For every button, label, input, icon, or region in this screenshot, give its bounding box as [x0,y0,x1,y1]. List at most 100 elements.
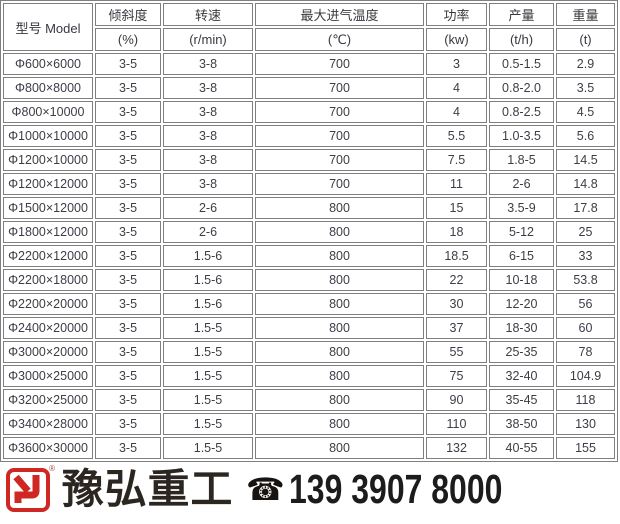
value-cell: 5.5 [426,125,487,147]
value-cell: 2-6 [489,173,554,195]
value-cell: 18.5 [426,245,487,267]
value-cell: 32-40 [489,365,554,387]
value-cell: 1.5-5 [163,389,253,411]
value-cell: 15 [426,197,487,219]
value-cell: 37 [426,317,487,339]
value-cell: 1.8-5 [489,149,554,171]
value-cell: 3-5 [95,293,161,315]
value-cell: 1.5-6 [163,245,253,267]
model-cell: Φ3000×20000 [3,341,93,363]
value-cell: 22 [426,269,487,291]
value-cell: 14.8 [556,173,615,195]
value-cell: 104.9 [556,365,615,387]
value-cell: 25-35 [489,341,554,363]
value-cell: 3-5 [95,221,161,243]
value-cell: 800 [255,389,424,411]
col-header-model: 型号 Model [3,3,93,51]
col-header-power: 功率 [426,3,487,26]
model-cell: Φ1500×12000 [3,197,93,219]
value-cell: 3-8 [163,173,253,195]
value-cell: 3-5 [95,389,161,411]
value-cell: 90 [426,389,487,411]
value-cell: 0.5-1.5 [489,53,554,75]
value-cell: 1.5-6 [163,293,253,315]
table-row: Φ3200×25000 3-5 1.5-5 800 90 35-45 118 [3,389,615,411]
table-row: Φ2400×20000 3-5 1.5-5 800 37 18-30 60 [3,317,615,339]
value-cell: 56 [556,293,615,315]
value-cell: 55 [426,341,487,363]
value-cell: 3-5 [95,173,161,195]
col-header-incline: 倾斜度 [95,3,161,26]
value-cell: 17.8 [556,197,615,219]
table-row: Φ600×6000 3-5 3-8 700 3 0.5-1.5 2.9 [3,53,615,75]
value-cell: 1.5-5 [163,341,253,363]
value-cell: 30 [426,293,487,315]
value-cell: 0.8-2.5 [489,101,554,123]
spec-table: 型号 Model 倾斜度 转速 最大进气温度 功率 产量 重量 (%) (r/m… [0,0,618,462]
value-cell: 3-5 [95,437,161,459]
value-cell: 60 [556,317,615,339]
model-cell: Φ1200×10000 [3,149,93,171]
value-cell: 800 [255,317,424,339]
brand-logo: ® [5,464,55,514]
value-cell: 132 [426,437,487,459]
value-cell: 5-12 [489,221,554,243]
brand-logo-icon [6,468,50,512]
model-cell: Φ2200×20000 [3,293,93,315]
model-cell: Φ800×8000 [3,77,93,99]
telephone-icon: ☎ [246,471,285,507]
col-unit-power: (kw) [426,28,487,51]
value-cell: 3-5 [95,317,161,339]
header-row-units: (%) (r/min) (℃) (kw) (t/h) (t) [3,28,615,51]
value-cell: 3-5 [95,101,161,123]
table-row: Φ3400×28000 3-5 1.5-5 800 110 38-50 130 [3,413,615,435]
model-cell: Φ1000×10000 [3,125,93,147]
footer: ® 豫弘重工 ☎ 139 3907 8000 [0,463,620,515]
value-cell: 110 [426,413,487,435]
value-cell: 700 [255,125,424,147]
value-cell: 3-5 [95,53,161,75]
value-cell: 3-5 [95,125,161,147]
col-unit-temp: (℃) [255,28,424,51]
value-cell: 4.5 [556,101,615,123]
value-cell: 3-5 [95,341,161,363]
model-cell: Φ3000×25000 [3,365,93,387]
value-cell: 1.5-6 [163,269,253,291]
model-cell: Φ3600×30000 [3,437,93,459]
col-header-temp: 最大进气温度 [255,3,424,26]
value-cell: 4 [426,101,487,123]
value-cell: 38-50 [489,413,554,435]
value-cell: 10-18 [489,269,554,291]
model-cell: Φ3200×25000 [3,389,93,411]
model-cell: Φ2400×20000 [3,317,93,339]
value-cell: 800 [255,269,424,291]
value-cell: 800 [255,341,424,363]
phone-number: 139 3907 8000 [288,465,503,512]
value-cell: 700 [255,53,424,75]
value-cell: 1.5-5 [163,317,253,339]
value-cell: 5.6 [556,125,615,147]
value-cell: 4 [426,77,487,99]
col-unit-speed: (r/min) [163,28,253,51]
value-cell: 700 [255,101,424,123]
value-cell: 6-15 [489,245,554,267]
value-cell: 3-5 [95,77,161,99]
value-cell: 53.8 [556,269,615,291]
value-cell: 33 [556,245,615,267]
table-row: Φ1500×12000 3-5 2-6 800 15 3.5-9 17.8 [3,197,615,219]
model-cell: Φ1800×12000 [3,221,93,243]
table-row: Φ800×8000 3-5 3-8 700 4 0.8-2.0 3.5 [3,77,615,99]
model-cell: Φ2200×12000 [3,245,93,267]
col-header-speed: 转速 [163,3,253,26]
value-cell: 3-5 [95,149,161,171]
value-cell: 700 [255,173,424,195]
value-cell: 2-6 [163,221,253,243]
table-row: Φ1200×10000 3-5 3-8 700 7.5 1.8-5 14.5 [3,149,615,171]
value-cell: 3.5 [556,77,615,99]
value-cell: 800 [255,413,424,435]
value-cell: 78 [556,341,615,363]
col-unit-incline: (%) [95,28,161,51]
value-cell: 700 [255,149,424,171]
value-cell: 3-5 [95,197,161,219]
value-cell: 35-45 [489,389,554,411]
